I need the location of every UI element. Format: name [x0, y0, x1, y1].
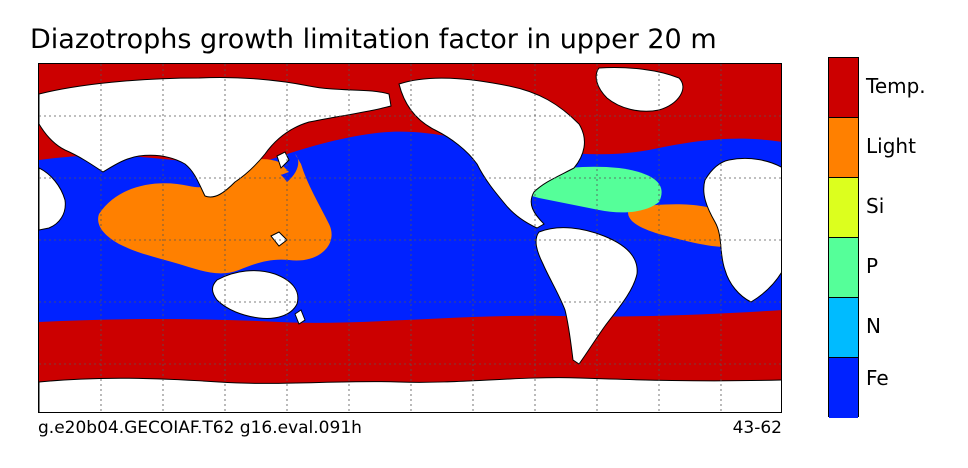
map-svg — [39, 64, 781, 412]
land-eurasia — [39, 76, 392, 198]
colorbar-swatch-5 — [829, 358, 858, 418]
colorbar-label-1: Light — [866, 134, 916, 158]
map-title: Diazotrophs growth limitation factor in … — [30, 24, 717, 55]
graticule — [39, 64, 781, 412]
colorbar-label-2: Si — [866, 194, 885, 218]
colorbar-swatch-0 — [829, 58, 858, 118]
colorbar-label-5: Fe — [866, 366, 889, 390]
world-map — [38, 63, 782, 413]
land-new-zealand — [294, 309, 306, 325]
years-label: 43-62 — [732, 418, 782, 438]
colorbar — [828, 57, 859, 418]
colorbar-swatch-4 — [829, 298, 858, 358]
land-africa-east-edge — [39, 167, 66, 231]
colorbar-swatch-3 — [829, 238, 858, 298]
colorbar-label-3: P — [866, 254, 879, 278]
land-australia — [212, 270, 299, 319]
run-id-label: g.e20b04.GECOIAF.T62 g16.eval.091h — [38, 418, 362, 438]
light-limited-indian-ocean — [98, 154, 332, 274]
land-japan — [276, 151, 290, 169]
colorbar-label-0: Temp. — [866, 74, 926, 98]
land-north-america — [398, 77, 585, 229]
colorbar-swatch-2 — [829, 178, 858, 238]
colorbar-swatch-1 — [829, 118, 858, 178]
colorbar-label-4: N — [866, 314, 881, 338]
land-antarctica — [39, 377, 781, 412]
land-south-america — [535, 227, 638, 365]
land-africa — [703, 157, 781, 303]
